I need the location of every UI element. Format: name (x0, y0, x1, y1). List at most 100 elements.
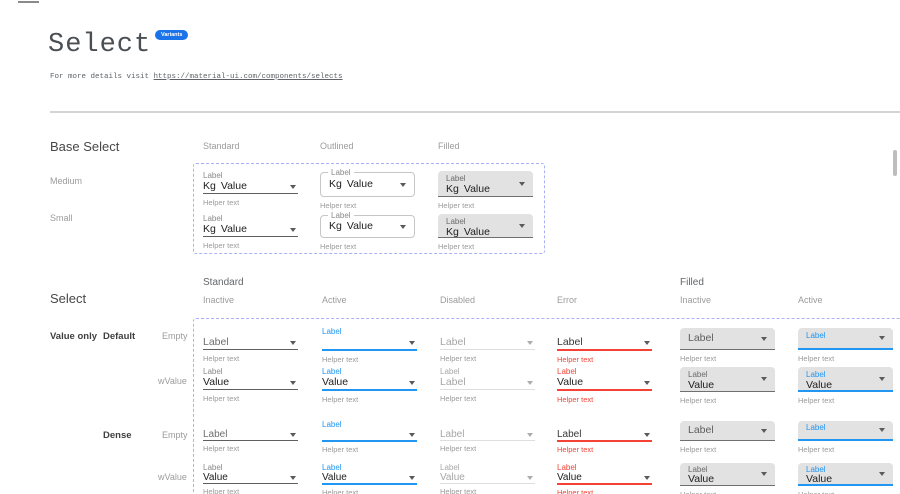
row-header-medium: Medium (50, 176, 83, 186)
helper-text: Helper text (557, 445, 594, 454)
field-label: Label (203, 463, 223, 472)
field-value: Value (806, 379, 833, 391)
select-section-title: Select (50, 291, 87, 306)
helper-text: Helper text (798, 445, 835, 454)
field-value: Value (220, 180, 247, 192)
helper-text: Helper text (203, 241, 240, 250)
select-filled-inactive-wvalue[interactable]: Label Value Helper text (680, 367, 775, 405)
helper-text: Helper text (680, 354, 717, 363)
dropdown-caret-icon (527, 432, 533, 437)
select-standard-inactive-empty-dense[interactable]: Label Label Helper text (203, 420, 298, 453)
helper-text: Helper text (557, 488, 594, 494)
base-select-filled-medium[interactable]: Label Kg Value Helper text (438, 171, 533, 210)
row-header-dense: Dense (103, 430, 132, 441)
select-filled-active-empty[interactable]: Label Helper text (798, 328, 893, 363)
dropdown-caret-icon (290, 432, 296, 437)
base-select-outlined-small[interactable]: Label Kg Value Helper text (320, 211, 415, 251)
field-value: Value (203, 472, 228, 483)
select-standard-error-empty[interactable]: Label Label Helper text (557, 327, 652, 364)
col-header-error: Error (557, 295, 577, 305)
select-filled-active-wvalue-dense[interactable]: Label Value Helper text (798, 463, 893, 494)
helper-text: Helper text (680, 396, 717, 405)
col-header-inactive-std: Inactive (203, 295, 235, 305)
col-header-filled: Filled (438, 141, 460, 151)
select-standard-inactive-wvalue-dense[interactable]: Label Value Helper text (203, 463, 298, 494)
helper-text: Helper text (798, 490, 893, 494)
helper-text: Helper text (440, 487, 477, 494)
base-select-outlined-medium[interactable]: Label Kg Value Helper text (320, 168, 415, 210)
select-standard-error-wvalue[interactable]: Label Value Helper text (557, 367, 652, 404)
field-value: Value (557, 472, 582, 483)
field-label: Label (322, 367, 342, 376)
field-placeholder: Label (688, 332, 714, 344)
top-left-artifact (18, 1, 39, 3)
select-standard-active-wvalue[interactable]: Label Value Helper text (322, 367, 417, 404)
dropdown-caret-icon (409, 475, 415, 480)
dropdown-caret-icon (527, 340, 533, 345)
helper-text: Helper text (203, 444, 240, 453)
select-standard-inactive-wvalue[interactable]: Label Value Helper text (203, 367, 298, 403)
dropdown-caret-icon (879, 376, 885, 381)
dropdown-caret-icon (400, 224, 406, 229)
select-standard-inactive-empty[interactable]: Label Label Helper text (203, 327, 298, 363)
dropdown-caret-icon (644, 475, 650, 480)
select-standard-disabled-empty: Label Label Helper text (440, 327, 535, 363)
field-value: Label (440, 376, 466, 388)
field-label: Label (806, 370, 826, 379)
field-value: Value (440, 472, 465, 483)
dropdown-caret-icon (644, 380, 650, 385)
select-standard-active-empty-dense[interactable]: Label Helper text (322, 420, 417, 454)
helper-text: Helper text (320, 242, 357, 251)
col-header-inactive-filled: Inactive (680, 295, 712, 305)
subtitle: For more details visit https://material-… (50, 73, 343, 81)
select-standard-error-wvalue-dense[interactable]: Label Value Helper text (557, 463, 652, 494)
base-select-section-title: Base Select (50, 139, 120, 154)
base-select-standard-small[interactable]: Label Kg Value Helper text (203, 214, 298, 250)
select-filled-inactive-empty[interactable]: Label Helper text (680, 328, 775, 363)
dropdown-caret-icon (761, 336, 767, 341)
row-header-value-only: Value only (50, 331, 97, 342)
dropdown-caret-icon (644, 432, 650, 437)
field-value: Value (322, 376, 349, 388)
helper-text: Helper text (322, 488, 359, 494)
select-standard-active-wvalue-dense[interactable]: Label Value Helper text (322, 463, 417, 494)
vertical-scrollbar-thumb[interactable] (893, 150, 897, 176)
helper-text: Helper text (440, 394, 477, 403)
helper-text: Helper text (680, 490, 775, 494)
row-header-default-empty: Empty (162, 331, 188, 341)
dropdown-caret-icon (409, 380, 415, 385)
base-select-filled-small[interactable]: Label Kg Value Helper text (438, 214, 533, 251)
row-header-default-wvalue: wValue (158, 376, 187, 386)
select-standard-error-empty-dense[interactable]: Label Label Helper text (557, 420, 652, 454)
select-filled-inactive-wvalue-dense[interactable]: Label Value Helper text (680, 463, 775, 494)
select-standard-active-empty[interactable]: Label Helper text (322, 327, 417, 364)
field-value: Value (322, 472, 347, 483)
col-header-disabled: Disabled (440, 295, 476, 305)
field-label: Label (446, 217, 466, 226)
helper-text: Helper text (440, 444, 477, 453)
field-label: Label (322, 420, 342, 429)
dropdown-caret-icon (400, 182, 406, 187)
variants-badge: Variants (155, 30, 189, 40)
helper-text: Helper text (320, 201, 357, 210)
helper-text: Helper text (438, 242, 475, 251)
field-label: Label (688, 465, 708, 474)
docs-link[interactable]: https://material-ui.com/components/selec… (153, 73, 343, 81)
select-filled-active-empty-dense[interactable]: Label Helper text (798, 421, 893, 454)
field-value: Value (346, 220, 373, 232)
field-placeholder: Label (557, 429, 582, 440)
field-label: Label (557, 367, 577, 376)
field-label: Label (203, 171, 223, 180)
helper-text: Helper text (798, 354, 835, 363)
dropdown-caret-icon (519, 181, 525, 186)
field-adornment: Kg (203, 180, 216, 192)
dropdown-caret-icon (761, 428, 767, 433)
row-header-default: Default (103, 331, 136, 342)
field-label: Label (322, 463, 342, 472)
base-select-standard-medium[interactable]: Label Kg Value Helper text (203, 171, 298, 207)
select-filled-inactive-empty-dense[interactable]: Label Helper text (680, 421, 775, 454)
group-header-standard: Standard (203, 277, 244, 288)
select-filled-active-wvalue[interactable]: Label Value Helper text (798, 367, 893, 405)
row-header-small: Small (50, 213, 73, 223)
